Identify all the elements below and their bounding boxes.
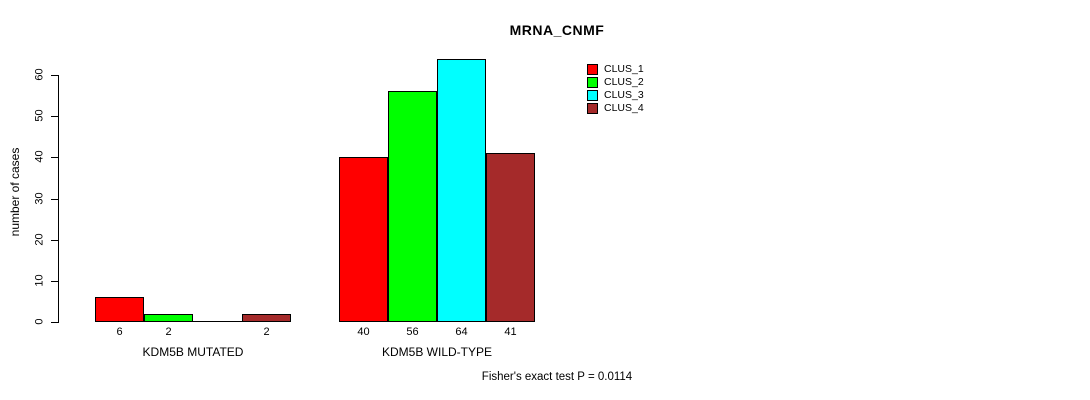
y-tick-label: 20	[33, 233, 46, 246]
bar-clus_3	[437, 59, 486, 322]
bar-value-label: 56	[406, 326, 419, 338]
y-tick	[51, 322, 58, 323]
bar-clus_1	[95, 297, 144, 322]
y-tick	[51, 240, 58, 241]
legend-swatch	[587, 77, 598, 88]
y-tick-label: 50	[33, 109, 46, 122]
legend-swatch	[587, 103, 598, 114]
bar-value-label: 6	[116, 326, 123, 338]
legend-item-label: CLUS_3	[604, 89, 644, 101]
y-tick-label: 10	[33, 274, 46, 287]
legend-item: CLUS_1	[587, 63, 644, 76]
y-tick	[51, 281, 58, 282]
bar-clus_2	[388, 91, 437, 322]
y-axis-line	[58, 75, 59, 323]
bar-value-label: 64	[455, 326, 468, 338]
y-tick-label: 60	[33, 68, 46, 81]
bar-value-label: 2	[165, 326, 172, 338]
bar-clus_2	[144, 314, 193, 322]
legend: CLUS_1 CLUS_2 CLUS_3 CLUS_4	[587, 63, 644, 115]
bar-value-label: 2	[263, 326, 270, 338]
y-tick-label: 40	[33, 150, 46, 163]
legend-item: CLUS_3	[587, 89, 644, 102]
group-label: KDM5B WILD-TYPE	[381, 345, 492, 359]
legend-swatch	[587, 64, 598, 75]
group-label: KDM5B MUTATED	[142, 345, 244, 359]
footnote-pvalue: Fisher's exact test P = 0.0114	[481, 371, 633, 383]
bar-clus_4	[486, 153, 535, 322]
legend-item-label: CLUS_4	[604, 102, 644, 114]
bar-clus_1	[339, 157, 388, 322]
legend-swatch	[587, 90, 598, 101]
y-tick	[51, 75, 58, 76]
bar-clus_4	[242, 314, 291, 322]
y-tick	[51, 157, 58, 158]
legend-item: CLUS_4	[587, 102, 644, 115]
y-tick-label: 30	[33, 192, 46, 205]
bar-clus_3	[193, 321, 242, 322]
bar-value-label: 40	[357, 326, 370, 338]
bar-value-label: 41	[504, 326, 517, 338]
legend-item: CLUS_2	[587, 76, 644, 89]
y-tick-label: 0	[33, 318, 46, 325]
y-tick	[51, 199, 58, 200]
legend-item-label: CLUS_1	[604, 63, 644, 75]
y-tick	[51, 116, 58, 117]
chart-title: MRNA_CNMF	[509, 22, 605, 38]
legend-item-label: CLUS_2	[604, 76, 644, 88]
